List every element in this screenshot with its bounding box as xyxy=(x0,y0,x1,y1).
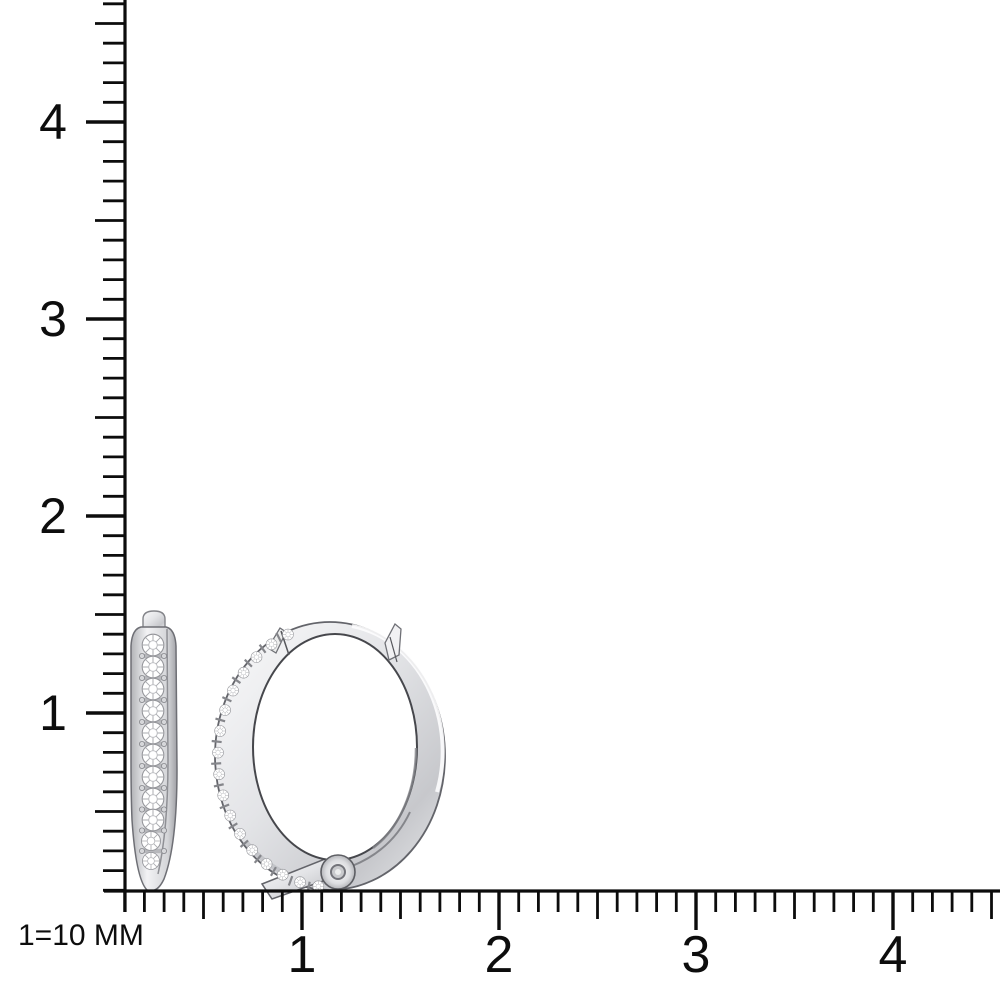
side-prong-bead xyxy=(138,763,145,770)
side-diamond xyxy=(141,699,165,723)
side-diamond xyxy=(141,808,165,832)
hoop-clasp-gap-right xyxy=(389,636,398,663)
side-diamond xyxy=(141,633,165,657)
side-diamond xyxy=(141,721,165,745)
hoop-prong xyxy=(258,644,267,654)
side-prong-bead xyxy=(160,697,167,704)
side-prong-bead xyxy=(160,741,167,748)
hoop-prong xyxy=(215,717,226,723)
hoop-pave-prongs xyxy=(211,632,311,892)
hoop-prong xyxy=(243,658,253,668)
side-prong-bead xyxy=(160,785,167,792)
hoop-clasp-seam-right xyxy=(384,622,402,661)
hoop-prong xyxy=(275,632,282,643)
hoop-prong xyxy=(239,839,249,848)
hoop-diamond xyxy=(265,638,278,651)
hoop-hinge-seam-right xyxy=(351,811,411,867)
hoop-diamond xyxy=(282,628,294,641)
side-prong-bead xyxy=(138,675,145,682)
side-prong-bead xyxy=(138,848,145,855)
vertical-ruler-label-3: 3 xyxy=(39,291,67,347)
side-prong-bead xyxy=(138,806,145,813)
hoop-prong xyxy=(211,762,222,765)
hoop-diamond xyxy=(234,828,246,840)
side-prong-bead xyxy=(138,827,145,834)
vertical-ruler-label-4: 4 xyxy=(39,94,67,150)
side-prong-bead xyxy=(138,719,145,726)
horizontal-ruler-label-3: 3 xyxy=(682,926,711,984)
side-diamond xyxy=(141,743,165,767)
hoop-diamond xyxy=(224,809,236,822)
side-prong-bead xyxy=(160,675,167,682)
side-view-band-edge xyxy=(157,628,169,875)
side-prong-bead xyxy=(160,719,167,726)
side-prong-bead xyxy=(160,848,167,855)
vertical-ruler-label-1: 1 xyxy=(39,685,67,741)
side-prong-bead xyxy=(138,697,145,704)
hoop-prong xyxy=(211,739,222,744)
side-prong-bead xyxy=(160,827,167,834)
hoop-diamond xyxy=(246,844,258,856)
side-view-hinge-tab xyxy=(142,610,166,630)
hoop-diamond xyxy=(217,789,229,802)
side-diamond xyxy=(141,677,165,701)
hoop-diamond xyxy=(219,704,231,716)
side-prong-bead xyxy=(160,763,167,770)
hoop-prong xyxy=(231,676,242,684)
side-prong-bead xyxy=(138,785,145,792)
side-prong-bead xyxy=(138,741,145,748)
hoop-diamond xyxy=(250,651,263,663)
hoop-prong xyxy=(221,696,232,703)
horizontal-ruler-label-2: 2 xyxy=(485,926,514,984)
hoop-diamond xyxy=(227,684,239,697)
side-prong-bead xyxy=(138,653,145,660)
vertical-ruler-label-2: 2 xyxy=(39,488,67,544)
earring-front-view xyxy=(211,621,446,900)
side-diamond xyxy=(141,765,165,789)
hoop-prong xyxy=(228,822,238,830)
side-prong-bead xyxy=(160,653,167,660)
horizontal-ruler: 1 2 3 4 xyxy=(104,889,1000,984)
hoop-diamond xyxy=(237,666,250,679)
hoop-outer-highlight xyxy=(351,624,445,793)
horizontal-ruler-label-1: 1 xyxy=(288,926,317,984)
hoop-diamond xyxy=(213,768,225,780)
hoop-hinge-pin-center xyxy=(335,869,341,875)
hoop-diamond xyxy=(212,746,224,759)
vertical-ruler: 1 2 3 4 xyxy=(39,0,127,912)
hoop-diamond xyxy=(260,858,273,870)
hoop-prong xyxy=(287,875,294,886)
side-diamond xyxy=(141,787,165,811)
hoop-prong xyxy=(213,783,224,788)
horizontal-ruler-label-4: 4 xyxy=(879,926,908,984)
scale-note: 1=10 MM xyxy=(18,919,144,952)
side-prong-bead xyxy=(160,806,167,813)
hoop-diamond xyxy=(294,876,306,888)
hoop-prong xyxy=(269,866,277,877)
side-diamond xyxy=(142,852,160,870)
hoop-prong xyxy=(253,854,262,864)
side-diamond xyxy=(141,655,165,679)
hoop-inner-shade xyxy=(372,747,418,850)
side-diamond xyxy=(141,831,161,851)
hoop-prong xyxy=(219,803,230,810)
hoop-diamond xyxy=(276,868,289,881)
earring-side-view xyxy=(130,610,178,892)
hoop-diamond xyxy=(214,725,226,737)
